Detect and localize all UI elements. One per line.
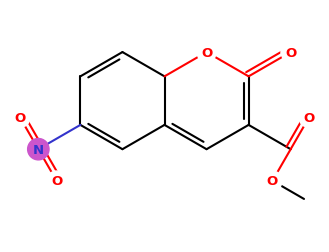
- Circle shape: [281, 43, 300, 62]
- Text: N: N: [33, 143, 44, 156]
- Circle shape: [299, 109, 318, 128]
- Text: O: O: [267, 175, 278, 187]
- Circle shape: [197, 43, 216, 62]
- Circle shape: [47, 171, 66, 191]
- Circle shape: [28, 139, 49, 160]
- Text: O: O: [201, 46, 212, 59]
- Text: O: O: [285, 46, 296, 59]
- Text: O: O: [303, 112, 315, 125]
- Circle shape: [11, 109, 30, 128]
- Text: O: O: [14, 112, 26, 125]
- Text: O: O: [51, 175, 62, 187]
- Circle shape: [263, 171, 282, 191]
